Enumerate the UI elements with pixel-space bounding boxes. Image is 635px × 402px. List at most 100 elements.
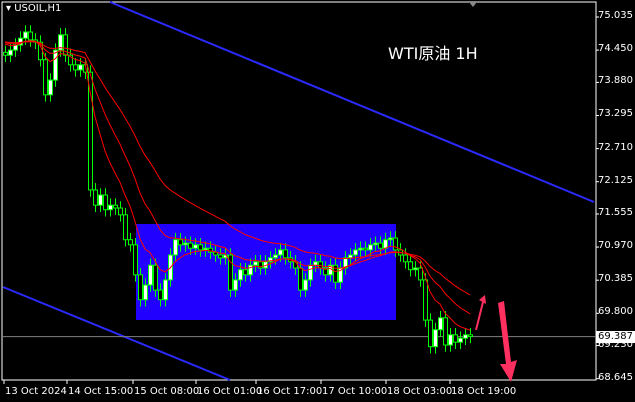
candle-body	[418, 267, 423, 281]
candle-body	[458, 337, 463, 343]
candle-body	[203, 247, 208, 251]
candle-body	[443, 317, 448, 346]
candle-body	[323, 267, 328, 276]
time-tick-label: 15 Oct 08:00	[134, 386, 200, 397]
candle-body	[88, 71, 93, 191]
candle-body	[388, 237, 393, 241]
candle-body	[63, 34, 68, 56]
candle-body	[448, 334, 453, 346]
moving-average-line	[4, 40, 471, 331]
candle-body	[183, 242, 188, 246]
candle-body	[118, 207, 123, 216]
symbol-label: USOIL,H1	[14, 3, 62, 14]
scroll-marker-icon	[469, 2, 477, 7]
candle-body	[163, 279, 168, 301]
candle-body	[148, 264, 153, 286]
candle-body	[373, 242, 378, 246]
price-tick-label: 72.125	[598, 174, 633, 186]
candle-body	[268, 257, 273, 263]
candle-body	[453, 334, 458, 343]
candle-body	[28, 31, 33, 41]
candle-body	[243, 269, 248, 276]
candle-body	[368, 244, 373, 251]
moving-average-line	[4, 41, 471, 315]
candle-body	[318, 261, 323, 269]
time-tick-label: 13 Oct 2024	[5, 386, 67, 397]
price-tick-label: 69.800	[598, 306, 633, 318]
candle-body	[138, 274, 143, 301]
candle-body	[238, 269, 243, 281]
candle-body	[173, 239, 178, 256]
candle-body	[8, 49, 13, 56]
candle-body	[363, 247, 368, 251]
candle-body	[378, 242, 383, 249]
candle-body	[468, 334, 473, 338]
chart-annotation: WTI原油 1H	[388, 44, 478, 63]
candle-body	[278, 249, 283, 256]
candle-body	[413, 267, 418, 271]
price-tick-label: 73.295	[598, 108, 633, 120]
candle-body	[103, 194, 108, 211]
candle-body	[178, 239, 183, 246]
candle-body	[113, 204, 118, 209]
candle-body	[43, 59, 48, 96]
candle-body	[198, 244, 203, 251]
candle-body	[428, 319, 433, 348]
candle-body	[403, 254, 408, 263]
up-arrow-head	[479, 295, 486, 304]
price-tick-label: 75.035	[598, 10, 633, 21]
price-tick-label: 70.970	[598, 240, 633, 252]
time-tick-label: 18 Oct 19:00	[451, 386, 517, 397]
candle-body	[58, 34, 63, 51]
candle-body	[228, 254, 233, 291]
candle-body	[68, 54, 73, 66]
price-tick-label: 73.880	[598, 75, 633, 87]
candle-body	[273, 254, 278, 259]
candle-body	[408, 261, 413, 271]
candle-body	[298, 267, 303, 291]
price-tick-label: 68.645	[598, 371, 633, 383]
price-tick-label: 69.230	[598, 338, 633, 350]
time-tick-label: 16 Oct 17:00	[257, 386, 323, 397]
candle-body	[133, 244, 138, 276]
candle-body	[108, 204, 113, 211]
candle-body	[48, 79, 53, 96]
time-tick-label: 17 Oct 10:00	[322, 386, 388, 397]
price-tick-label: 71.555	[598, 206, 633, 218]
price-tick-label: 74.450	[598, 43, 633, 55]
candle-body	[3, 51, 8, 56]
candle-body	[93, 189, 98, 206]
time-tick-label: 16 Oct 01:00	[197, 386, 263, 397]
candle-body	[303, 279, 308, 291]
lower-channel-line	[2, 286, 231, 381]
time-tick-label: 14 Oct 15:00	[68, 386, 134, 397]
candle-body	[423, 279, 428, 321]
upper-channel-line	[109, 1, 595, 203]
candle-body	[438, 317, 443, 331]
price-tick-label: 70.385	[598, 273, 633, 285]
moving-average-line	[4, 41, 471, 296]
candle-body	[123, 214, 128, 241]
candle-body	[73, 64, 78, 71]
candle-body	[333, 264, 338, 283]
candle-body	[383, 239, 388, 249]
current-price-label: 69.387	[596, 330, 635, 343]
candle-body	[313, 261, 318, 266]
price-tick-label: 72.710	[598, 141, 633, 153]
candle-body	[23, 31, 28, 39]
candle-body	[253, 261, 258, 266]
candle-body	[98, 194, 103, 206]
candle-body	[153, 264, 158, 291]
candle-body	[53, 49, 58, 81]
candle-body	[463, 334, 468, 339]
candle-body	[348, 254, 353, 259]
candle-body	[78, 64, 83, 71]
candle-body	[158, 289, 163, 301]
candle-body	[433, 329, 438, 348]
down-arrow	[498, 301, 517, 382]
candle-body	[233, 279, 238, 291]
candle-body	[128, 239, 133, 246]
candle-body	[218, 254, 223, 259]
symbol-title[interactable]: ▾ USOIL,H1	[6, 3, 62, 14]
